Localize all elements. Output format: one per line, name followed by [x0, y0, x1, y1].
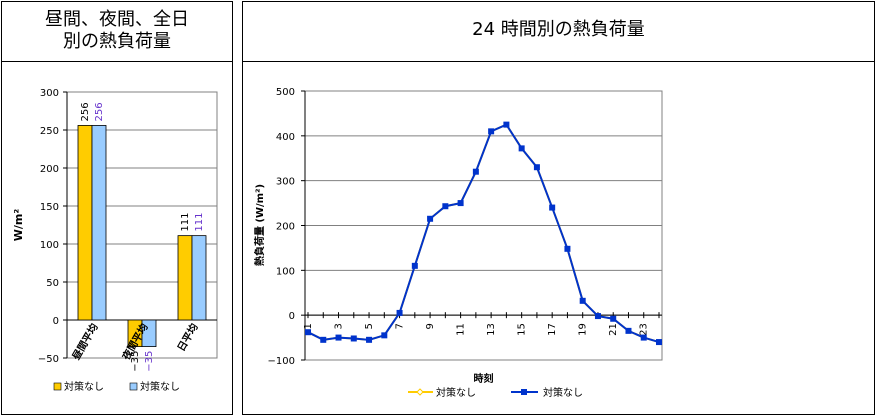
bar-y-tick-label: 300 [40, 88, 59, 99]
line-point [579, 297, 586, 304]
line-x-tick-label: 17 [547, 323, 558, 336]
bar-data-label: 256 [80, 102, 91, 121]
line-point [442, 203, 449, 210]
line-point [350, 335, 357, 342]
bar-y-tick-label: 150 [40, 202, 59, 213]
line-point [503, 121, 510, 128]
bar-data-label: 256 [94, 102, 105, 121]
line-point [518, 145, 525, 152]
line-x-tick-label: 9 [425, 323, 436, 329]
line-point [533, 164, 540, 171]
line-point [594, 313, 601, 320]
right-panel-title: 24 時間別の熱負荷量 [243, 2, 874, 62]
line-y-tick-label: 300 [276, 177, 295, 188]
line-x-tick-label: 19 [578, 323, 589, 336]
left-panel-title: 昼間、夜間、全日 別の熱負荷量 [2, 2, 232, 62]
line-x-tick-label: 5 [364, 323, 375, 329]
left-title-line1: 昼間、夜間、全日 [45, 9, 189, 30]
line-x-tick-label: 13 [486, 323, 497, 336]
line-y-tick-label: 400 [276, 132, 295, 143]
legend-marker [521, 389, 527, 395]
left-title-line2: 別の熱負荷量 [63, 31, 171, 52]
line-point [472, 168, 479, 175]
bar [141, 319, 157, 348]
line-point [457, 200, 464, 207]
line-y-tick-label: 200 [276, 222, 295, 233]
bar-y-axis-title: W/m² [12, 209, 25, 242]
legend-marker [416, 388, 424, 396]
bar-y-tick-label: 200 [40, 164, 59, 175]
bar-data-label: 111 [194, 213, 205, 232]
bar [77, 125, 93, 321]
bar-y-tick-label: −50 [38, 354, 59, 365]
line-y-tick-label: −100 [268, 356, 295, 367]
line-point [549, 204, 556, 211]
line-x-tick-label: 3 [334, 323, 345, 329]
line-point [305, 329, 311, 336]
legend-label: 対策なし [436, 386, 476, 399]
bar-data-label: −35 [130, 351, 141, 372]
bar-y-tick-label: 0 [53, 316, 59, 327]
line-x-tick-label: 21 [608, 323, 619, 336]
line-x-tick-label: 15 [517, 323, 528, 336]
line-x-tick-label: 7 [395, 323, 406, 329]
line-y-tick-label: 0 [289, 311, 295, 322]
legend-label: 対策なし [64, 380, 104, 393]
legend-swatch [129, 382, 138, 391]
legend-swatch [53, 382, 62, 391]
line-point [625, 327, 632, 334]
legend-label: 対策なし [140, 380, 180, 393]
line-point [610, 315, 617, 322]
line-y-axis-title: 熱負荷量 (W/m²) [253, 184, 266, 266]
left-panel: 昼間、夜間、全日 別の熱負荷量 300 250 200 150 100 50 0 −50 256… [1, 1, 233, 415]
line-point [381, 332, 388, 339]
bar [177, 235, 193, 321]
line-point [427, 215, 434, 222]
line-x-axis-title: 時刻 [474, 372, 494, 385]
right-panel: 24 時間別の熱負荷量 500 400 300 200 100 0 −100 1 3 5 7 9 11 1… [242, 1, 875, 415]
bar-data-label: 111 [180, 213, 191, 232]
line-point [320, 336, 327, 343]
legend-label: 対策なし [543, 386, 583, 399]
line-point [488, 128, 495, 135]
line-point [396, 309, 403, 316]
line-point [640, 334, 647, 341]
bar-y-tick-label: 250 [40, 126, 59, 137]
line-y-tick-label: 100 [276, 266, 295, 277]
line-y-tick-label: 500 [276, 87, 295, 98]
bar-y-tick-label: 100 [40, 240, 59, 251]
bar-y-tick-label: 50 [46, 278, 59, 289]
line-x-tick-label: 1 [303, 323, 314, 329]
bar [91, 125, 107, 321]
bar-data-label: −35 [144, 351, 155, 372]
line-point [366, 336, 373, 343]
line-x-tick-label: 11 [456, 323, 467, 336]
line-point [564, 245, 571, 252]
line-point [656, 339, 662, 346]
bar [191, 235, 207, 321]
line-x-tick-label: 23 [639, 323, 650, 336]
line-point [335, 334, 342, 341]
line-point [411, 262, 418, 269]
